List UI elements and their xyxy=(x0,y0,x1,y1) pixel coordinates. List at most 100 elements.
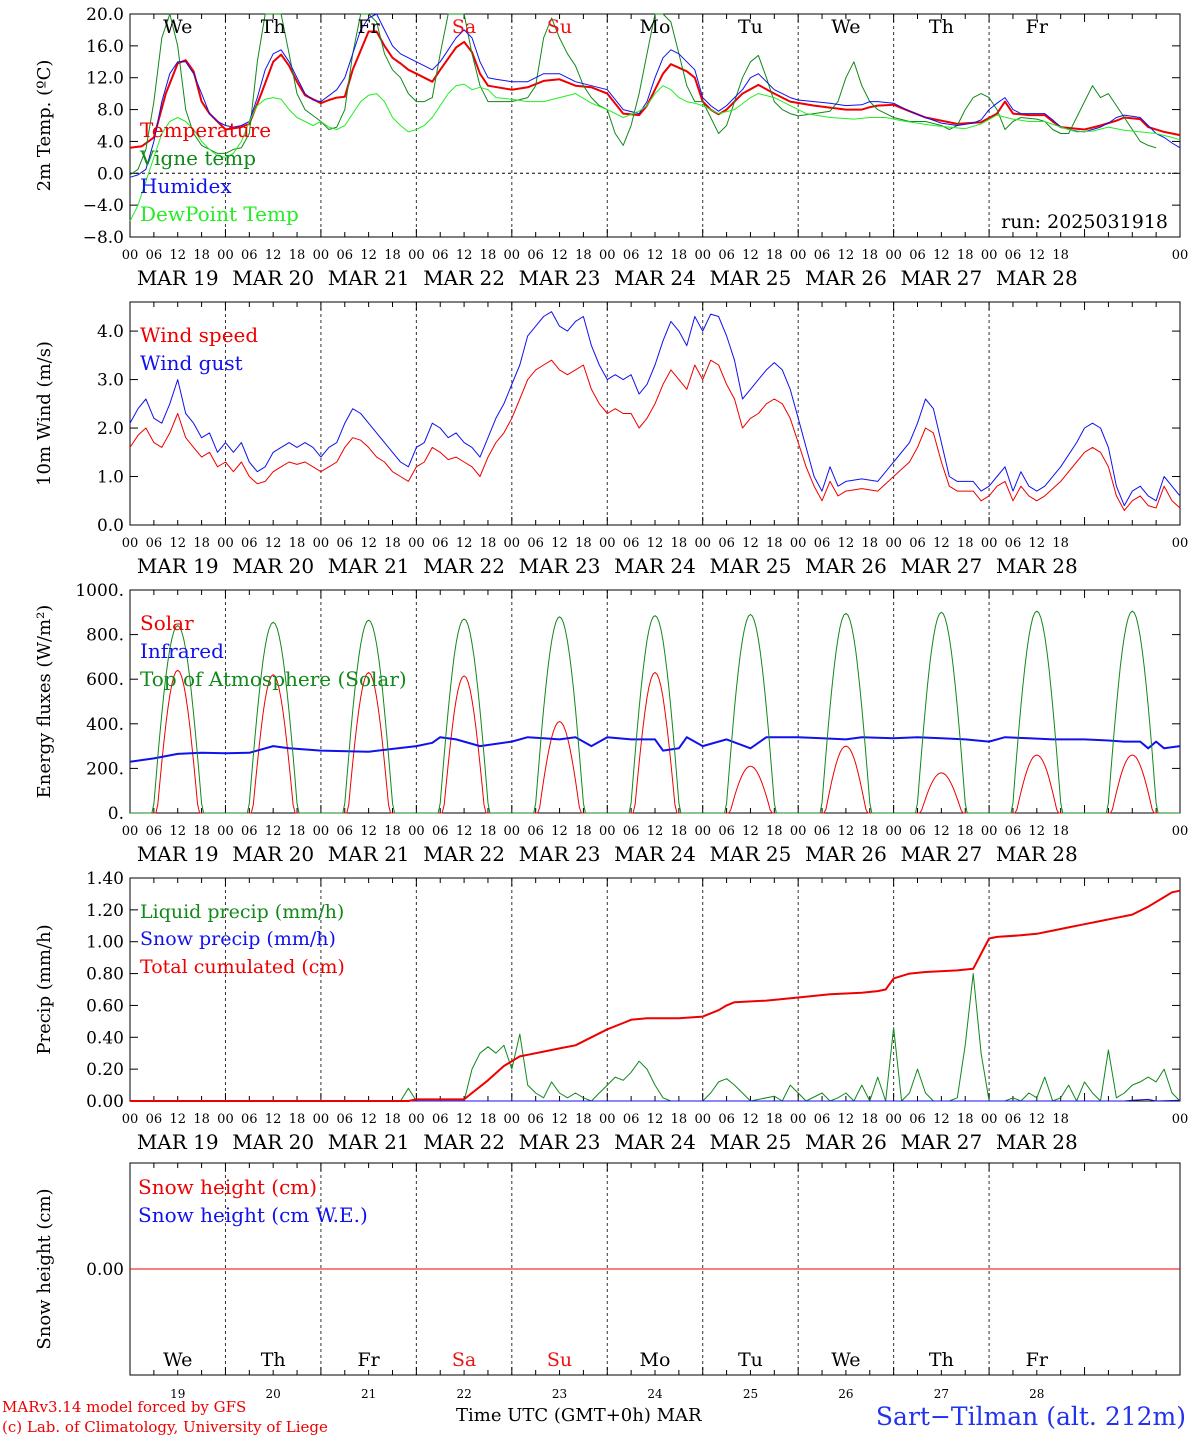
hour-tick-label: 18 xyxy=(193,1112,210,1127)
hour-tick-label: 00 xyxy=(694,536,711,551)
hour-tick-label: 18 xyxy=(193,248,210,263)
weekday-label: Su xyxy=(547,1349,572,1371)
date-label: MAR 27 xyxy=(900,842,982,866)
y-tick-label: 2.0 xyxy=(97,419,124,439)
hour-tick-label: 06 xyxy=(336,248,353,263)
hour-tick-label: 06 xyxy=(814,248,831,263)
hour-tick-label: 18 xyxy=(575,536,592,551)
hour-tick-label: 00 xyxy=(1172,248,1189,263)
hour-tick-label: 00 xyxy=(217,824,234,839)
hour-tick-label: 12 xyxy=(169,824,186,839)
hour-tick-label: 12 xyxy=(551,1112,568,1127)
hour-tick-label: 18 xyxy=(1052,248,1069,263)
hour-tick-label: 12 xyxy=(742,248,759,263)
y-tick-label: 1.00 xyxy=(86,933,124,953)
hour-tick-label: 00 xyxy=(885,248,902,263)
hour-tick-label: 06 xyxy=(241,824,258,839)
hour-tick-label: 00 xyxy=(790,536,807,551)
hour-tick-label: 00 xyxy=(599,824,616,839)
hour-tick-label: 06 xyxy=(336,1112,353,1127)
hour-tick-label: 12 xyxy=(742,1112,759,1127)
hour-tick-label: 00 xyxy=(217,1112,234,1127)
hour-tick-label: 12 xyxy=(647,248,664,263)
hour-tick-label: 18 xyxy=(1052,824,1069,839)
date-label: MAR 28 xyxy=(996,842,1078,866)
hour-tick-label: 12 xyxy=(169,248,186,263)
series-line-dewpoint-temp xyxy=(129,83,1181,222)
hour-tick-label: 06 xyxy=(623,1112,640,1127)
day-number-label: 20 xyxy=(266,1387,281,1401)
y-tick-label: 600. xyxy=(86,670,124,690)
legend-entry: Vigne temp xyxy=(139,146,256,170)
hour-tick-label: 12 xyxy=(933,248,950,263)
hour-tick-label: 18 xyxy=(671,536,688,551)
hour-tick-label: 12 xyxy=(456,248,473,263)
panel-2 xyxy=(129,301,1181,526)
hour-tick-label: 00 xyxy=(885,824,902,839)
hour-tick-label: 06 xyxy=(432,536,449,551)
hour-tick-label: 18 xyxy=(193,536,210,551)
hour-tick-label: 00 xyxy=(122,536,139,551)
y-tick-label: 16.0 xyxy=(86,37,124,57)
legend-entry: Temperature xyxy=(140,118,271,142)
hour-tick-label: 06 xyxy=(1005,248,1022,263)
day-number-label: 25 xyxy=(743,1387,758,1401)
hour-tick-label: 00 xyxy=(313,248,330,263)
hour-tick-label: 18 xyxy=(766,536,783,551)
hour-tick-label: 06 xyxy=(814,824,831,839)
hour-tick-label: 18 xyxy=(957,824,974,839)
hour-tick-label: 06 xyxy=(241,248,258,263)
hour-tick-label: 18 xyxy=(766,248,783,263)
hour-tick-label: 18 xyxy=(384,1112,401,1127)
hour-tick-label: 06 xyxy=(1005,1112,1022,1127)
y-tick-label: 0.0 xyxy=(97,164,124,184)
date-label: MAR 27 xyxy=(900,554,982,578)
y-tick-label: 4.0 xyxy=(97,132,124,152)
y-tick-label: −4.0 xyxy=(83,196,124,216)
hour-tick-label: 00 xyxy=(1172,824,1189,839)
day-number-label: 26 xyxy=(838,1387,853,1401)
day-number-label: 23 xyxy=(552,1387,567,1401)
hour-tick-label: 12 xyxy=(360,824,377,839)
hour-tick-label: 12 xyxy=(742,536,759,551)
date-label: MAR 24 xyxy=(614,842,696,866)
hour-tick-label: 18 xyxy=(1052,536,1069,551)
y-tick-label: 20.0 xyxy=(86,5,124,25)
date-label: MAR 22 xyxy=(423,842,505,866)
series-line-temperature xyxy=(129,30,1181,149)
hour-tick-label: 00 xyxy=(122,824,139,839)
date-label: MAR 21 xyxy=(328,266,410,290)
hour-tick-label: 00 xyxy=(504,824,521,839)
hour-tick-label: 06 xyxy=(336,824,353,839)
date-label: MAR 26 xyxy=(805,842,887,866)
hour-tick-label: 12 xyxy=(551,536,568,551)
date-label: MAR 28 xyxy=(996,1130,1078,1154)
hour-tick-label: 12 xyxy=(647,824,664,839)
date-label: MAR 24 xyxy=(614,554,696,578)
hour-tick-label: 06 xyxy=(1005,536,1022,551)
weekday-label: Th xyxy=(929,16,954,38)
y-axis-label: 2m Temp. (ºC) xyxy=(34,60,55,192)
weekday-label: Fr xyxy=(358,16,381,38)
hour-tick-label: 12 xyxy=(933,1112,950,1127)
hour-tick-label: 12 xyxy=(1029,536,1046,551)
weekday-label: Su xyxy=(547,16,572,38)
legend-entry: Total cumulated (cm) xyxy=(140,956,345,978)
legend-entry: DewPoint Temp xyxy=(140,202,299,226)
date-label: MAR 23 xyxy=(519,266,601,290)
hour-tick-label: 00 xyxy=(313,536,330,551)
weekday-label: Mo xyxy=(640,1349,671,1371)
series-line-liquid-precip-mm-h- xyxy=(130,973,1181,1102)
hour-tick-label: 06 xyxy=(623,824,640,839)
y-tick-label: −8.0 xyxy=(83,228,124,248)
y-axis-label: Snow height (cm) xyxy=(34,1188,55,1349)
date-label: MAR 23 xyxy=(519,842,601,866)
hour-tick-label: 18 xyxy=(671,1112,688,1127)
hour-tick-label: 00 xyxy=(790,1112,807,1127)
plot-frame xyxy=(129,301,1181,526)
y-tick-label: 1.20 xyxy=(86,901,124,921)
hour-tick-label: 12 xyxy=(1029,1112,1046,1127)
y-tick-label: 0.0 xyxy=(97,516,124,536)
hour-tick-label: 18 xyxy=(861,1112,878,1127)
y-tick-label: 12.0 xyxy=(86,69,124,89)
